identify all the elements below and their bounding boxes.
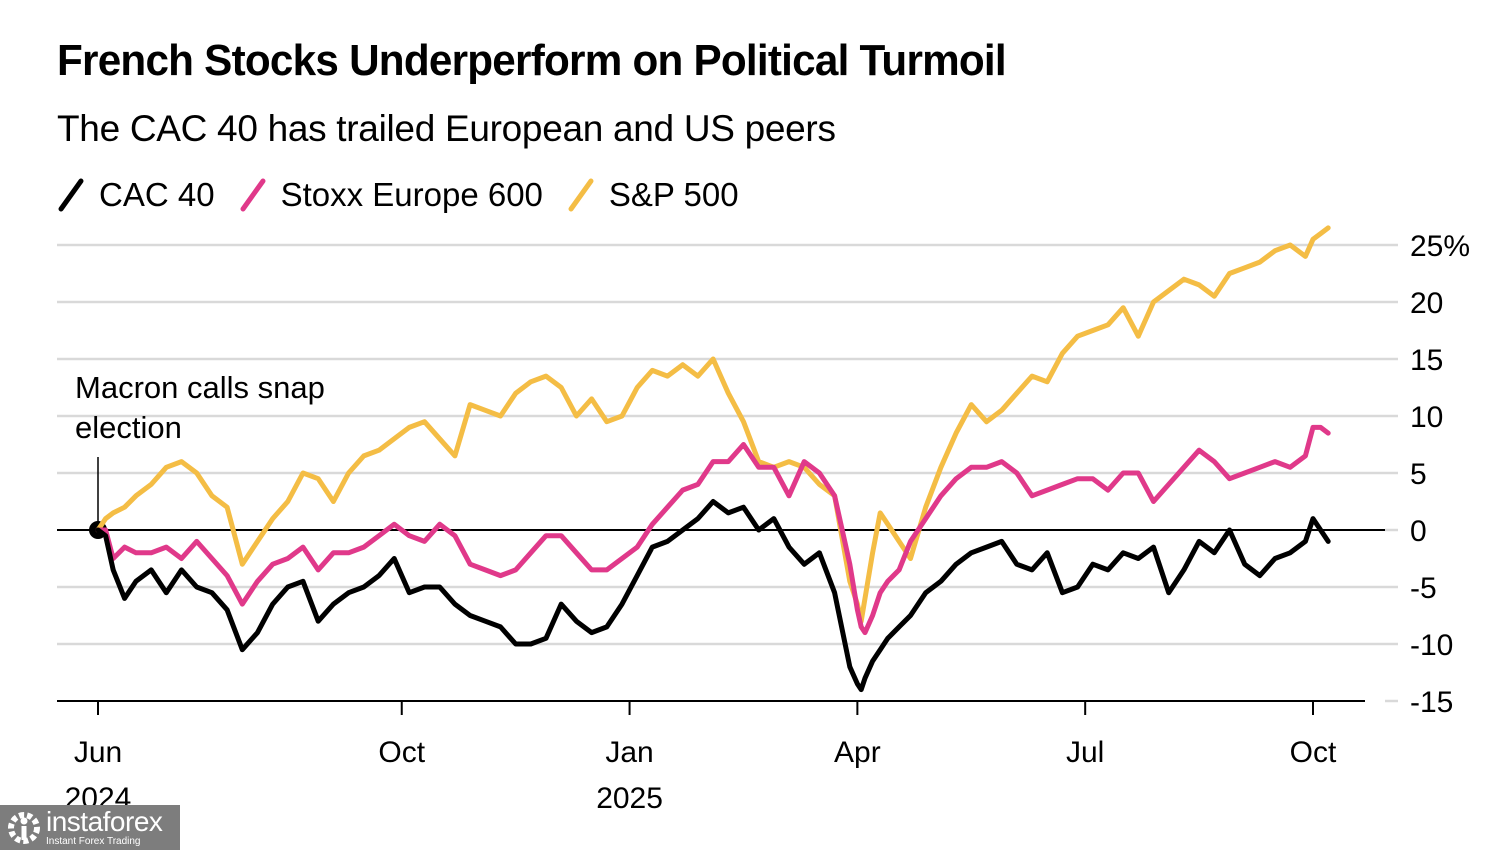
annotation-text: Macron calls snap	[75, 370, 325, 405]
series-line-s-p-500	[95, 225, 1331, 624]
watermark-brand: instaforex	[46, 806, 163, 837]
y-tick-label: 25%	[1410, 230, 1470, 263]
x-tick-label: Jun	[74, 736, 122, 769]
y-tick-label: -10	[1410, 629, 1453, 662]
watermark-tagline: Instant Forex Trading	[46, 836, 141, 847]
gridlines	[57, 243, 1398, 703]
annotation-text: election	[75, 410, 182, 445]
legend-swatch-sp500	[568, 178, 594, 212]
x-tick-year-label: 2025	[596, 782, 663, 815]
watermark: instaforex Instant Forex Trading	[0, 805, 180, 850]
y-tick-label: -15	[1410, 686, 1453, 719]
legend-item-stoxx600: Stoxx Europe 600	[239, 175, 543, 215]
y-axis-labels: 25% 20 15 10 5 0 -5 -10 -15	[1410, 230, 1470, 719]
series-lines	[95, 225, 1331, 693]
y-tick-label: -5	[1410, 572, 1437, 605]
x-tick-label: Jan	[605, 736, 653, 769]
legend-item-sp500: S&P 500	[567, 175, 739, 215]
chart-subtitle: The CAC 40 has trailed European and US p…	[57, 108, 836, 149]
legend-label-stoxx600: Stoxx Europe 600	[280, 176, 543, 213]
y-tick-label: 20	[1410, 287, 1443, 320]
y-tick-label: 15	[1410, 344, 1443, 377]
legend-label-cac40: CAC 40	[99, 176, 215, 213]
chart-title: French Stocks Underperform on Political …	[57, 36, 1007, 85]
legend: CAC 40 Stoxx Europe 600 S&P 500	[57, 175, 763, 215]
gear-person-icon	[8, 811, 40, 844]
x-tick-label: Oct	[1290, 736, 1337, 769]
series-line-cac-40	[95, 499, 1331, 693]
legend-swatch-stoxx600	[240, 178, 266, 212]
legend-label-sp500: S&P 500	[608, 176, 739, 213]
legend-swatch-cac40	[58, 178, 84, 212]
y-tick-label: 0	[1410, 515, 1427, 548]
x-tick-label: Oct	[378, 736, 425, 769]
x-tick-label: Apr	[834, 736, 881, 769]
y-tick-label: 10	[1410, 401, 1443, 434]
annotation: Macron calls snap election	[75, 370, 325, 539]
legend-item-cac40: CAC 40	[57, 175, 215, 215]
series-line-stoxx-europe-600	[95, 424, 1331, 636]
x-tick-label: Jul	[1066, 736, 1104, 769]
y-tick-label: 5	[1410, 458, 1427, 491]
